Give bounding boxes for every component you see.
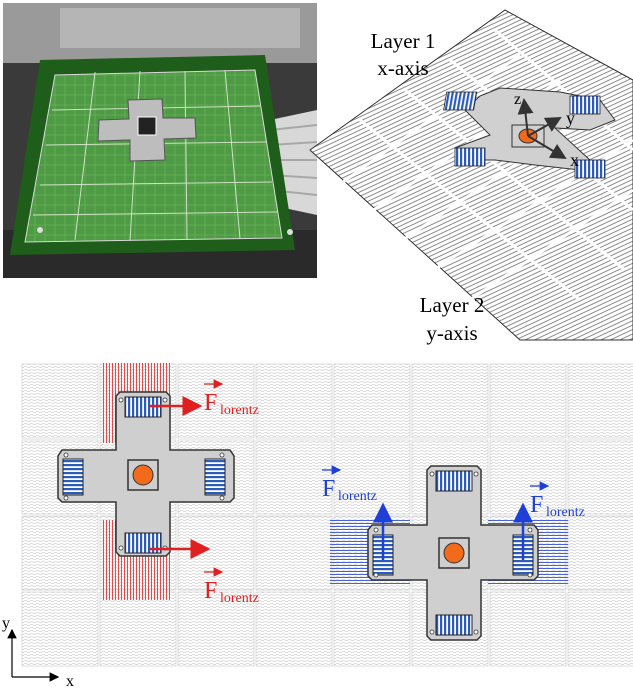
- photo-of-pcb-board: [3, 3, 318, 278]
- grid-cell: [21, 515, 99, 591]
- bottom-y-label: y: [2, 615, 10, 632]
- grid-cell: [21, 363, 99, 439]
- blue-force-sub-left: lorentz: [338, 489, 377, 504]
- blue-force-main-right: F: [530, 492, 543, 518]
- blue-force-main-left: F: [322, 476, 335, 502]
- iso-x-label: x: [570, 150, 579, 170]
- x-axis-arrow: [527, 135, 567, 160]
- red-force-label-bottom: F lorentz: [204, 567, 259, 606]
- grid-cell: [489, 591, 567, 667]
- grid-cell: [567, 439, 633, 515]
- grid-cell: [255, 591, 333, 667]
- bottom-x-label: x: [66, 673, 74, 690]
- grid-cell: [333, 363, 411, 439]
- grid-cell: [255, 515, 333, 591]
- grid-cell: [411, 363, 489, 439]
- blue-force-label-left: F lorentz: [322, 465, 377, 504]
- red-force-label-top: F lorentz: [204, 379, 259, 418]
- grid-cell: [567, 515, 633, 591]
- blue-force-sub-right: lorentz: [546, 505, 585, 520]
- grid-cell: [567, 363, 633, 439]
- grid-cell: [333, 591, 411, 667]
- grid-cell: [489, 363, 567, 439]
- isometric-grid-layer: [309, 9, 633, 341]
- layer1-subtitle: x-axis: [377, 56, 428, 80]
- grid-cell: [333, 439, 411, 515]
- grid-cell: [567, 591, 633, 667]
- blue-force-label-right: F lorentz: [530, 481, 585, 520]
- red-force-main-bottom: F: [204, 578, 217, 604]
- layer2-subtitle: y-axis: [426, 321, 477, 345]
- grid-cell: [255, 363, 333, 439]
- bottom-axes: [7, 628, 60, 682]
- grid-cell: [177, 591, 255, 667]
- red-force-main-top: F: [204, 390, 217, 416]
- y-axis-arrow: [527, 117, 562, 137]
- grid-cell: [99, 591, 177, 667]
- iso-z-label: z: [514, 91, 521, 108]
- grid-cell: [489, 439, 567, 515]
- z-axis-arrow: [517, 98, 534, 137]
- iso-y-label: y: [566, 108, 575, 128]
- red-force-sub-top: lorentz: [220, 403, 259, 418]
- red-force-sub-bottom: lorentz: [220, 591, 259, 606]
- grid-cell: [21, 591, 99, 667]
- cross-shaped-magnet-platform-right: [367, 465, 539, 641]
- layer1-title: Layer 1: [371, 29, 436, 53]
- layer2-title: Layer 2: [420, 293, 485, 317]
- cross-shaped-magnet-platform: [57, 391, 235, 557]
- grid-cell: [255, 439, 333, 515]
